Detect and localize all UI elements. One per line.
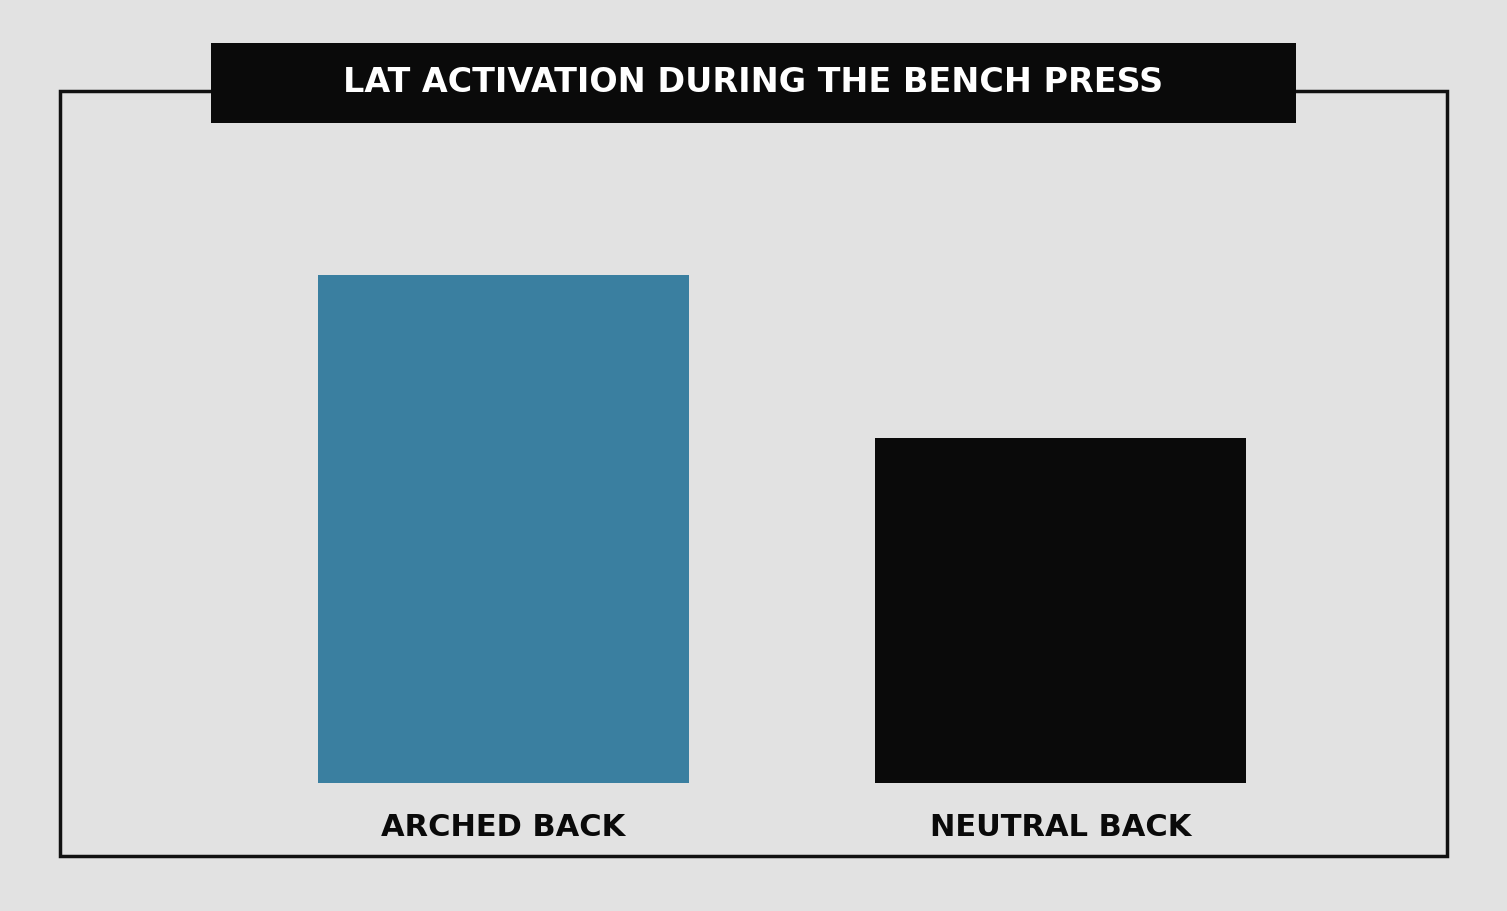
Text: LAT ACTIVATION DURING THE BENCH PRESS: LAT ACTIVATION DURING THE BENCH PRESS [344, 67, 1163, 99]
Bar [874, 437, 1246, 783]
Bar [318, 275, 689, 783]
